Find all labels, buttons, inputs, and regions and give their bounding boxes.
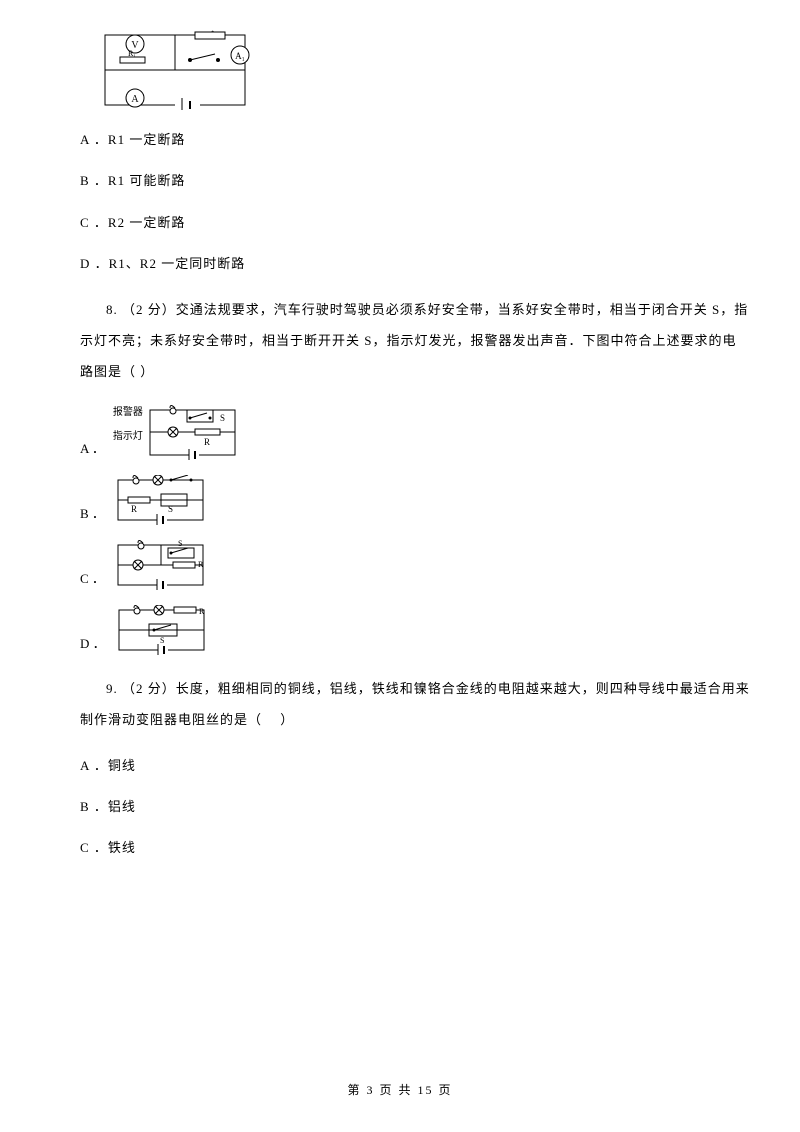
circuit-diagram-c: S R	[113, 540, 208, 590]
q8-a-letter: A ．	[80, 437, 105, 460]
q8-option-d: D ． R S	[80, 605, 750, 655]
svg-text:S: S	[178, 540, 182, 548]
svg-text:S: S	[220, 413, 225, 423]
svg-text:S: S	[168, 504, 173, 514]
svg-text:R: R	[199, 607, 205, 616]
question-9-text: 9. （2 分）长度，粗细相同的铜线，铝线，铁线和镍铬合金线的电阻越来越大，则四…	[80, 673, 750, 735]
question-8-text: 8. （2 分）交通法规要求，汽车行驶时驾驶员必须系好安全带，当系好安全带时，相…	[80, 294, 750, 388]
svg-text:A₁: A₁	[235, 51, 245, 61]
alarm-label: 报警器	[113, 407, 143, 418]
page-footer: 第 3 页 共 15 页	[0, 1080, 800, 1102]
q8-c-letter: C ．	[80, 567, 105, 590]
q8-d-letter: D ．	[80, 632, 106, 655]
svg-text:A: A	[131, 94, 139, 105]
q8-option-b: B ． R S	[80, 475, 750, 525]
svg-text:R₁: R₁	[128, 49, 136, 58]
q8-option-c: C ． S R	[80, 540, 750, 590]
circuit-diagram-top: V R₂ A₁ R₁ A	[100, 30, 750, 110]
svg-text:R: R	[204, 437, 210, 447]
q8-b-letter: B ．	[80, 502, 105, 525]
q7-option-a: A ．R1 一定断路	[80, 128, 750, 151]
q9-option-b: B ．铝线	[80, 795, 750, 818]
q7-option-b: B ．R1 可能断路	[80, 169, 750, 192]
q9-option-a: A ．铜线	[80, 754, 750, 777]
q7-option-c: C ．R2 一定断路	[80, 211, 750, 234]
q9-option-c: C ．铁线	[80, 836, 750, 859]
indicator-label: 指示灯	[113, 431, 143, 442]
svg-text:R₂: R₂	[206, 30, 214, 32]
svg-text:R: R	[131, 504, 137, 514]
circuit-diagram-d: R S	[114, 605, 209, 655]
circuit-diagram-b: R S	[113, 475, 208, 525]
circuit-diagram-a: S R	[145, 405, 240, 460]
q7-option-d: D ．R1、R2 一定同时断路	[80, 252, 750, 275]
q8-option-a: A ． 报警器 指示灯 S	[80, 405, 750, 460]
svg-text:R: R	[198, 560, 204, 569]
